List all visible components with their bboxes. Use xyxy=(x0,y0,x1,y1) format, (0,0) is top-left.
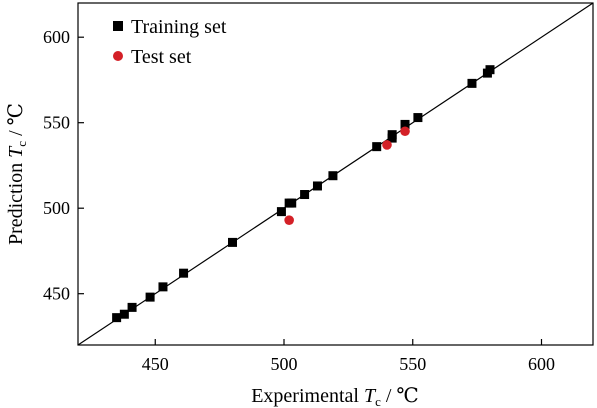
plot-frame xyxy=(77,2,594,346)
training-point xyxy=(287,198,297,208)
training-point xyxy=(112,313,122,323)
x-axis-ticks: 450 500 550 600 xyxy=(142,339,555,374)
training-point xyxy=(485,65,495,75)
training-point xyxy=(467,78,477,88)
legend: Training set Test set xyxy=(113,16,227,68)
y-tick-label: 500 xyxy=(43,198,70,218)
legend-label-training: Training set xyxy=(131,16,227,38)
x-axis-label: Experimental Tc / ℃ xyxy=(251,385,419,408)
test-point xyxy=(382,140,392,150)
x-tick-label: 600 xyxy=(528,354,555,374)
training-point xyxy=(179,268,189,278)
training-point xyxy=(312,181,322,191)
training-point xyxy=(400,119,410,129)
legend-marker-training xyxy=(113,21,123,31)
test-point xyxy=(284,215,294,225)
y-tick-label: 450 xyxy=(43,284,70,304)
training-point xyxy=(158,282,168,292)
x-tick-label: 500 xyxy=(271,354,298,374)
training-point xyxy=(228,237,237,247)
training-point xyxy=(276,207,286,217)
training-point xyxy=(328,171,338,181)
x-tick-label: 450 xyxy=(142,354,169,374)
training-point xyxy=(413,113,423,123)
y-tick-label: 550 xyxy=(43,113,70,133)
x-tick-label: 550 xyxy=(399,354,426,374)
y-axis-ticks: 450 500 550 600 xyxy=(43,27,84,304)
data-markers xyxy=(112,65,495,323)
training-point xyxy=(145,292,155,302)
test-point xyxy=(400,126,410,137)
training-point xyxy=(300,190,310,200)
y-tick-label: 600 xyxy=(43,27,70,47)
legend-label-test: Test set xyxy=(131,46,192,68)
legend-marker-test xyxy=(113,51,123,61)
training-point xyxy=(127,302,137,312)
training-point xyxy=(372,142,382,152)
training-point xyxy=(387,130,397,140)
y-axis-label: Prediction Tc / ℃ xyxy=(5,103,29,245)
training-point xyxy=(119,309,129,319)
